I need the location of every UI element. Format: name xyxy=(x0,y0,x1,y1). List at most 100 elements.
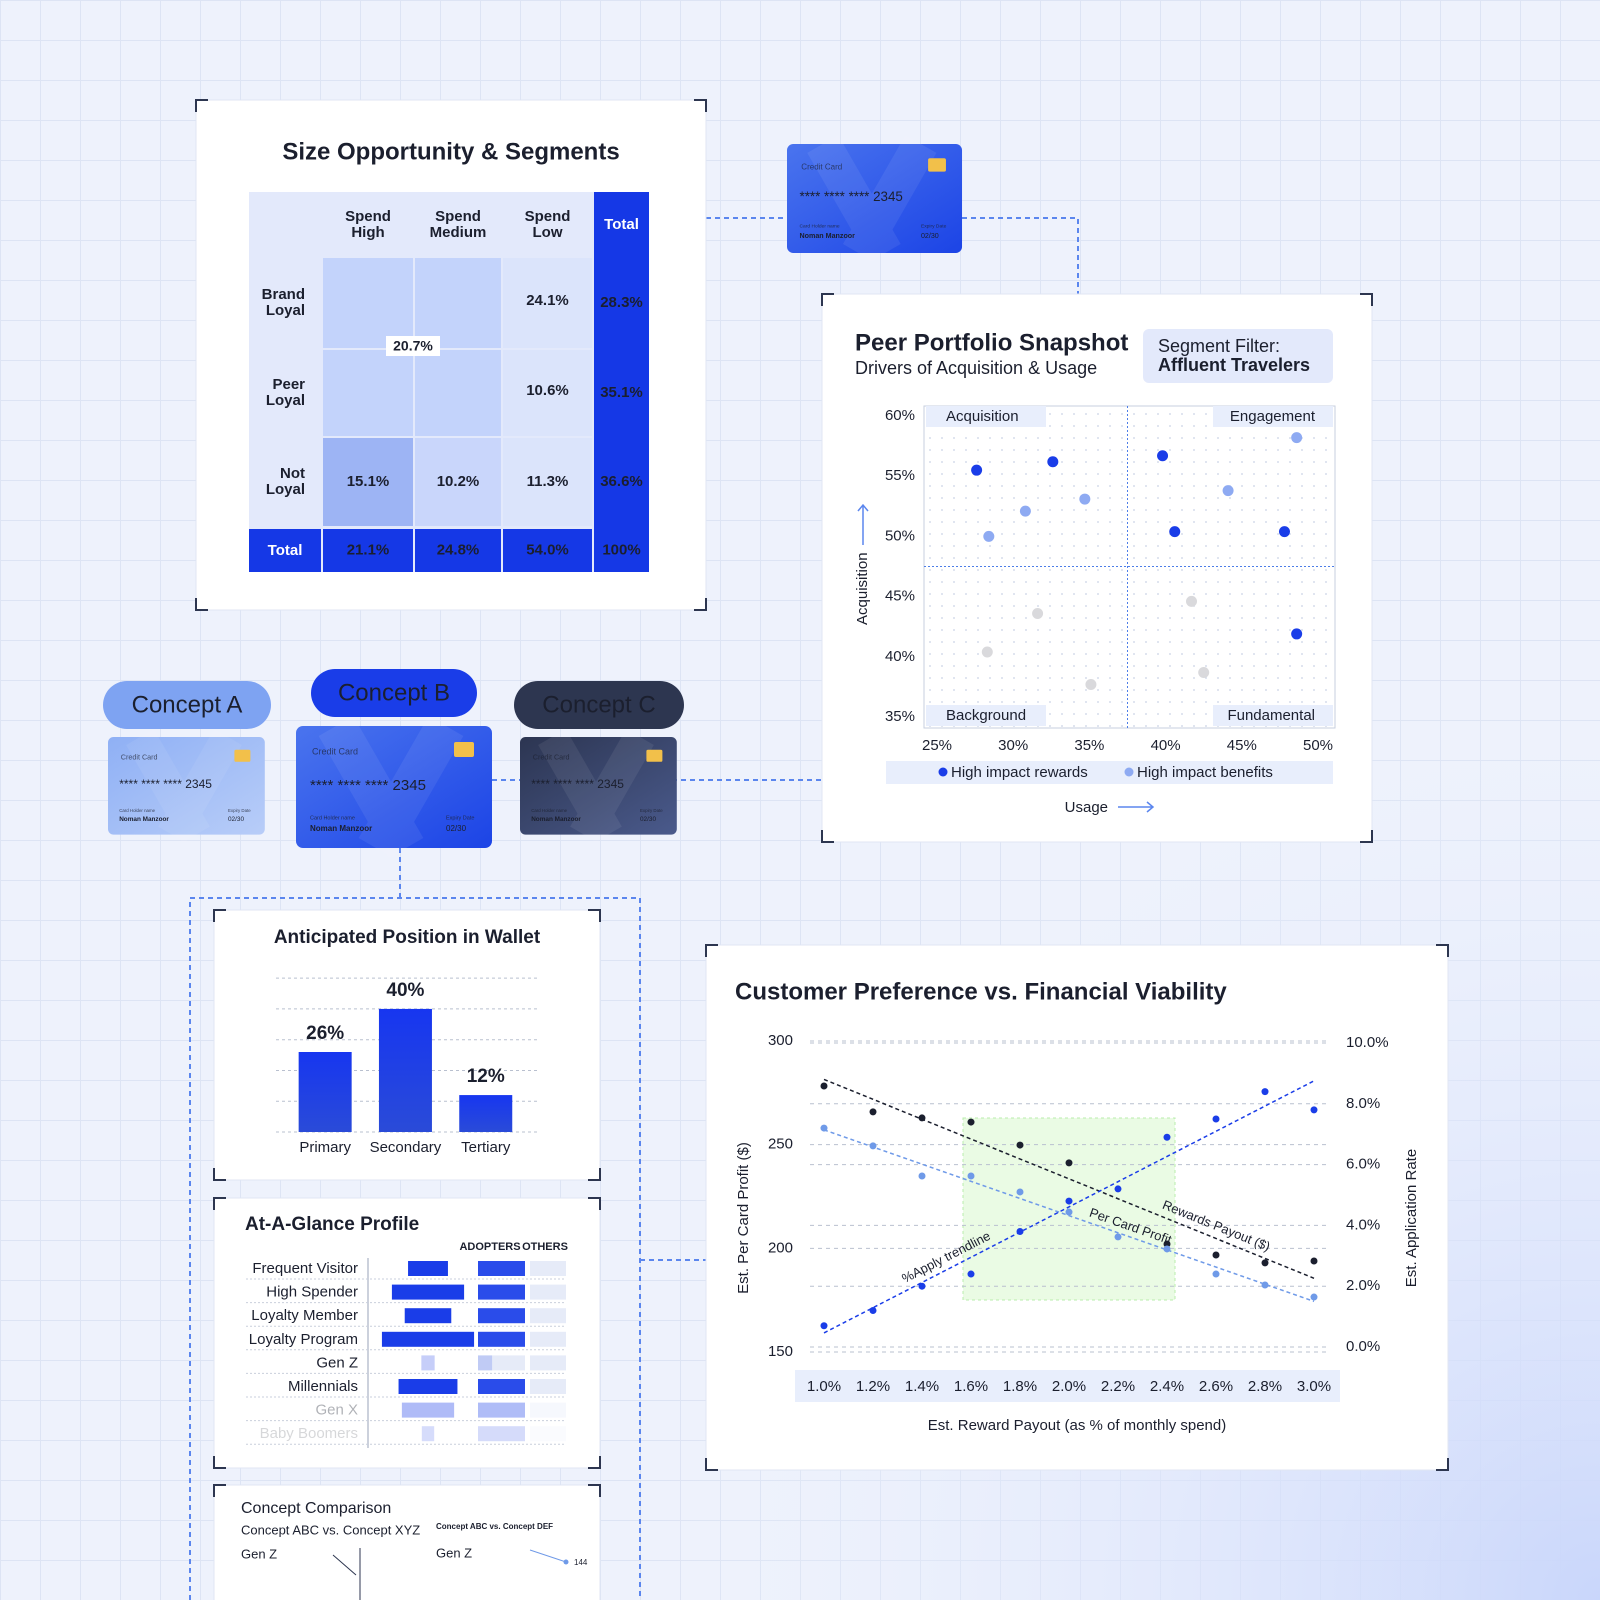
y2-tick-label: 0.0% xyxy=(1346,1338,1380,1355)
credit-card: Credit Card **** **** **** 2345 Card Holde… xyxy=(520,729,677,843)
concept-pill xyxy=(514,681,684,729)
card-body xyxy=(520,737,677,835)
panel xyxy=(213,1484,601,1600)
trendline xyxy=(823,1080,1315,1334)
data-point xyxy=(1065,1197,1073,1205)
y2-axis-label: Est. Application Rate xyxy=(1403,1149,1420,1287)
cell-bg xyxy=(478,1355,525,1371)
table-cell-text: 28.3% xyxy=(600,294,643,311)
card-pattern xyxy=(538,729,654,843)
data-point xyxy=(1310,1257,1318,1265)
bar xyxy=(378,1008,432,1132)
y2-tick-label: 4.0% xyxy=(1346,1216,1380,1233)
table-cell-text: 15.1% xyxy=(347,473,390,490)
table-row-label: Brand Loyal xyxy=(261,286,305,319)
mini-dot xyxy=(563,1559,569,1565)
scatter-point xyxy=(971,464,983,476)
scatter-point xyxy=(1085,678,1097,690)
filter-label: Segment Filter: xyxy=(1158,336,1280,356)
card-text: Expiry Date xyxy=(640,808,663,813)
x-tick-label: 2.2% xyxy=(1101,1378,1135,1395)
bar xyxy=(381,1331,475,1347)
data-point xyxy=(967,1172,975,1180)
x-tick-label: 2.8% xyxy=(1248,1378,1282,1395)
quadrant-label: Acquisition xyxy=(946,408,1019,425)
x-tick-label: 35% xyxy=(1074,737,1104,754)
quadrant-label: Engagement xyxy=(1230,408,1316,425)
scatter-point xyxy=(983,530,995,542)
data-point xyxy=(820,1322,828,1330)
table-cell-text: 10.2% xyxy=(437,473,480,490)
card-text: Expiry Date xyxy=(228,808,251,813)
mini-line xyxy=(529,1549,567,1563)
x-tick-label: 2.0% xyxy=(1052,1378,1086,1395)
data-point xyxy=(1163,1133,1171,1141)
bar xyxy=(298,1052,352,1132)
data-point xyxy=(967,1270,975,1278)
chart-title: At-A-Glance Profile xyxy=(245,1214,419,1235)
corner-bracket xyxy=(705,944,718,957)
bar xyxy=(478,1331,525,1347)
chart-title: Anticipated Position in Wallet xyxy=(274,927,541,948)
card-text: Card Holder name xyxy=(531,808,567,813)
table-row-label: Peer Loyal xyxy=(265,376,305,409)
table-cell xyxy=(249,529,321,572)
x-tick-label: 50% xyxy=(1303,737,1333,754)
y-tick-label: 150 xyxy=(768,1343,793,1360)
table-column-header-box: Total xyxy=(604,217,639,233)
card-text: 02/30 xyxy=(640,816,656,823)
quadrant-label-bg xyxy=(926,705,1046,726)
data-point xyxy=(918,1282,926,1290)
table-cell xyxy=(503,529,592,572)
card-text: Noman Manzoor xyxy=(310,824,372,833)
credit-card: Credit Card **** **** **** 2345 Card Holde… xyxy=(108,729,265,843)
x-tick-label: 2.6% xyxy=(1199,1378,1233,1395)
x-axis-label: Usage xyxy=(1065,799,1108,816)
row-label: Gen Z xyxy=(316,1354,358,1371)
card-text: Credit Card xyxy=(121,753,158,762)
card-text: **** **** **** 2345 xyxy=(531,777,624,791)
bar xyxy=(478,1308,525,1324)
legend-swatch xyxy=(1124,767,1134,777)
concept-label: Concept C xyxy=(542,691,655,718)
card-text: Card Holder name xyxy=(119,808,155,813)
data-point xyxy=(869,1307,877,1315)
quadrant-label: Fundamental xyxy=(1227,707,1315,724)
row-label: Gen Z xyxy=(436,1545,472,1560)
axis-arrow xyxy=(1118,801,1155,813)
card-body xyxy=(108,737,265,835)
table-cell xyxy=(415,350,501,436)
bar xyxy=(398,1379,458,1394)
corner-bracket xyxy=(1436,944,1449,957)
card-text: 02/30 xyxy=(228,816,244,823)
y-axis-label: Est. Per Card Profit ($) xyxy=(735,1142,752,1294)
data-point xyxy=(820,1082,828,1090)
scatter-point xyxy=(1032,607,1044,619)
card-text: **** **** **** 2345 xyxy=(310,777,426,794)
bar xyxy=(459,1095,513,1132)
y2-tick-label: 6.0% xyxy=(1346,1156,1380,1173)
card-text: Noman Manzoor xyxy=(800,232,856,240)
bar xyxy=(421,1355,435,1371)
card-chip xyxy=(454,742,474,757)
card-pattern xyxy=(807,135,937,262)
y-axis-label: Acquisition xyxy=(854,552,871,625)
table-cell xyxy=(415,438,501,526)
filter-value: Affluent Travelers xyxy=(1158,355,1310,375)
corner-bracket xyxy=(588,1168,601,1181)
corner-bracket xyxy=(588,1197,601,1210)
bar-value-label: 40% xyxy=(386,980,424,1001)
table-column-header: Spend High xyxy=(345,208,391,241)
scatter-point xyxy=(1047,456,1059,468)
x-tick-label: Tertiary xyxy=(461,1139,511,1156)
corner-bracket xyxy=(705,1458,718,1471)
corner-bracket xyxy=(213,1456,226,1469)
scatter-point xyxy=(981,646,993,658)
corner-bracket xyxy=(1360,293,1373,306)
bar xyxy=(478,1426,525,1442)
bar xyxy=(408,1261,448,1276)
table-cell xyxy=(323,438,413,526)
corner-bracket xyxy=(195,598,208,611)
chart-title: Peer Portfolio Snapshot xyxy=(855,329,1128,356)
